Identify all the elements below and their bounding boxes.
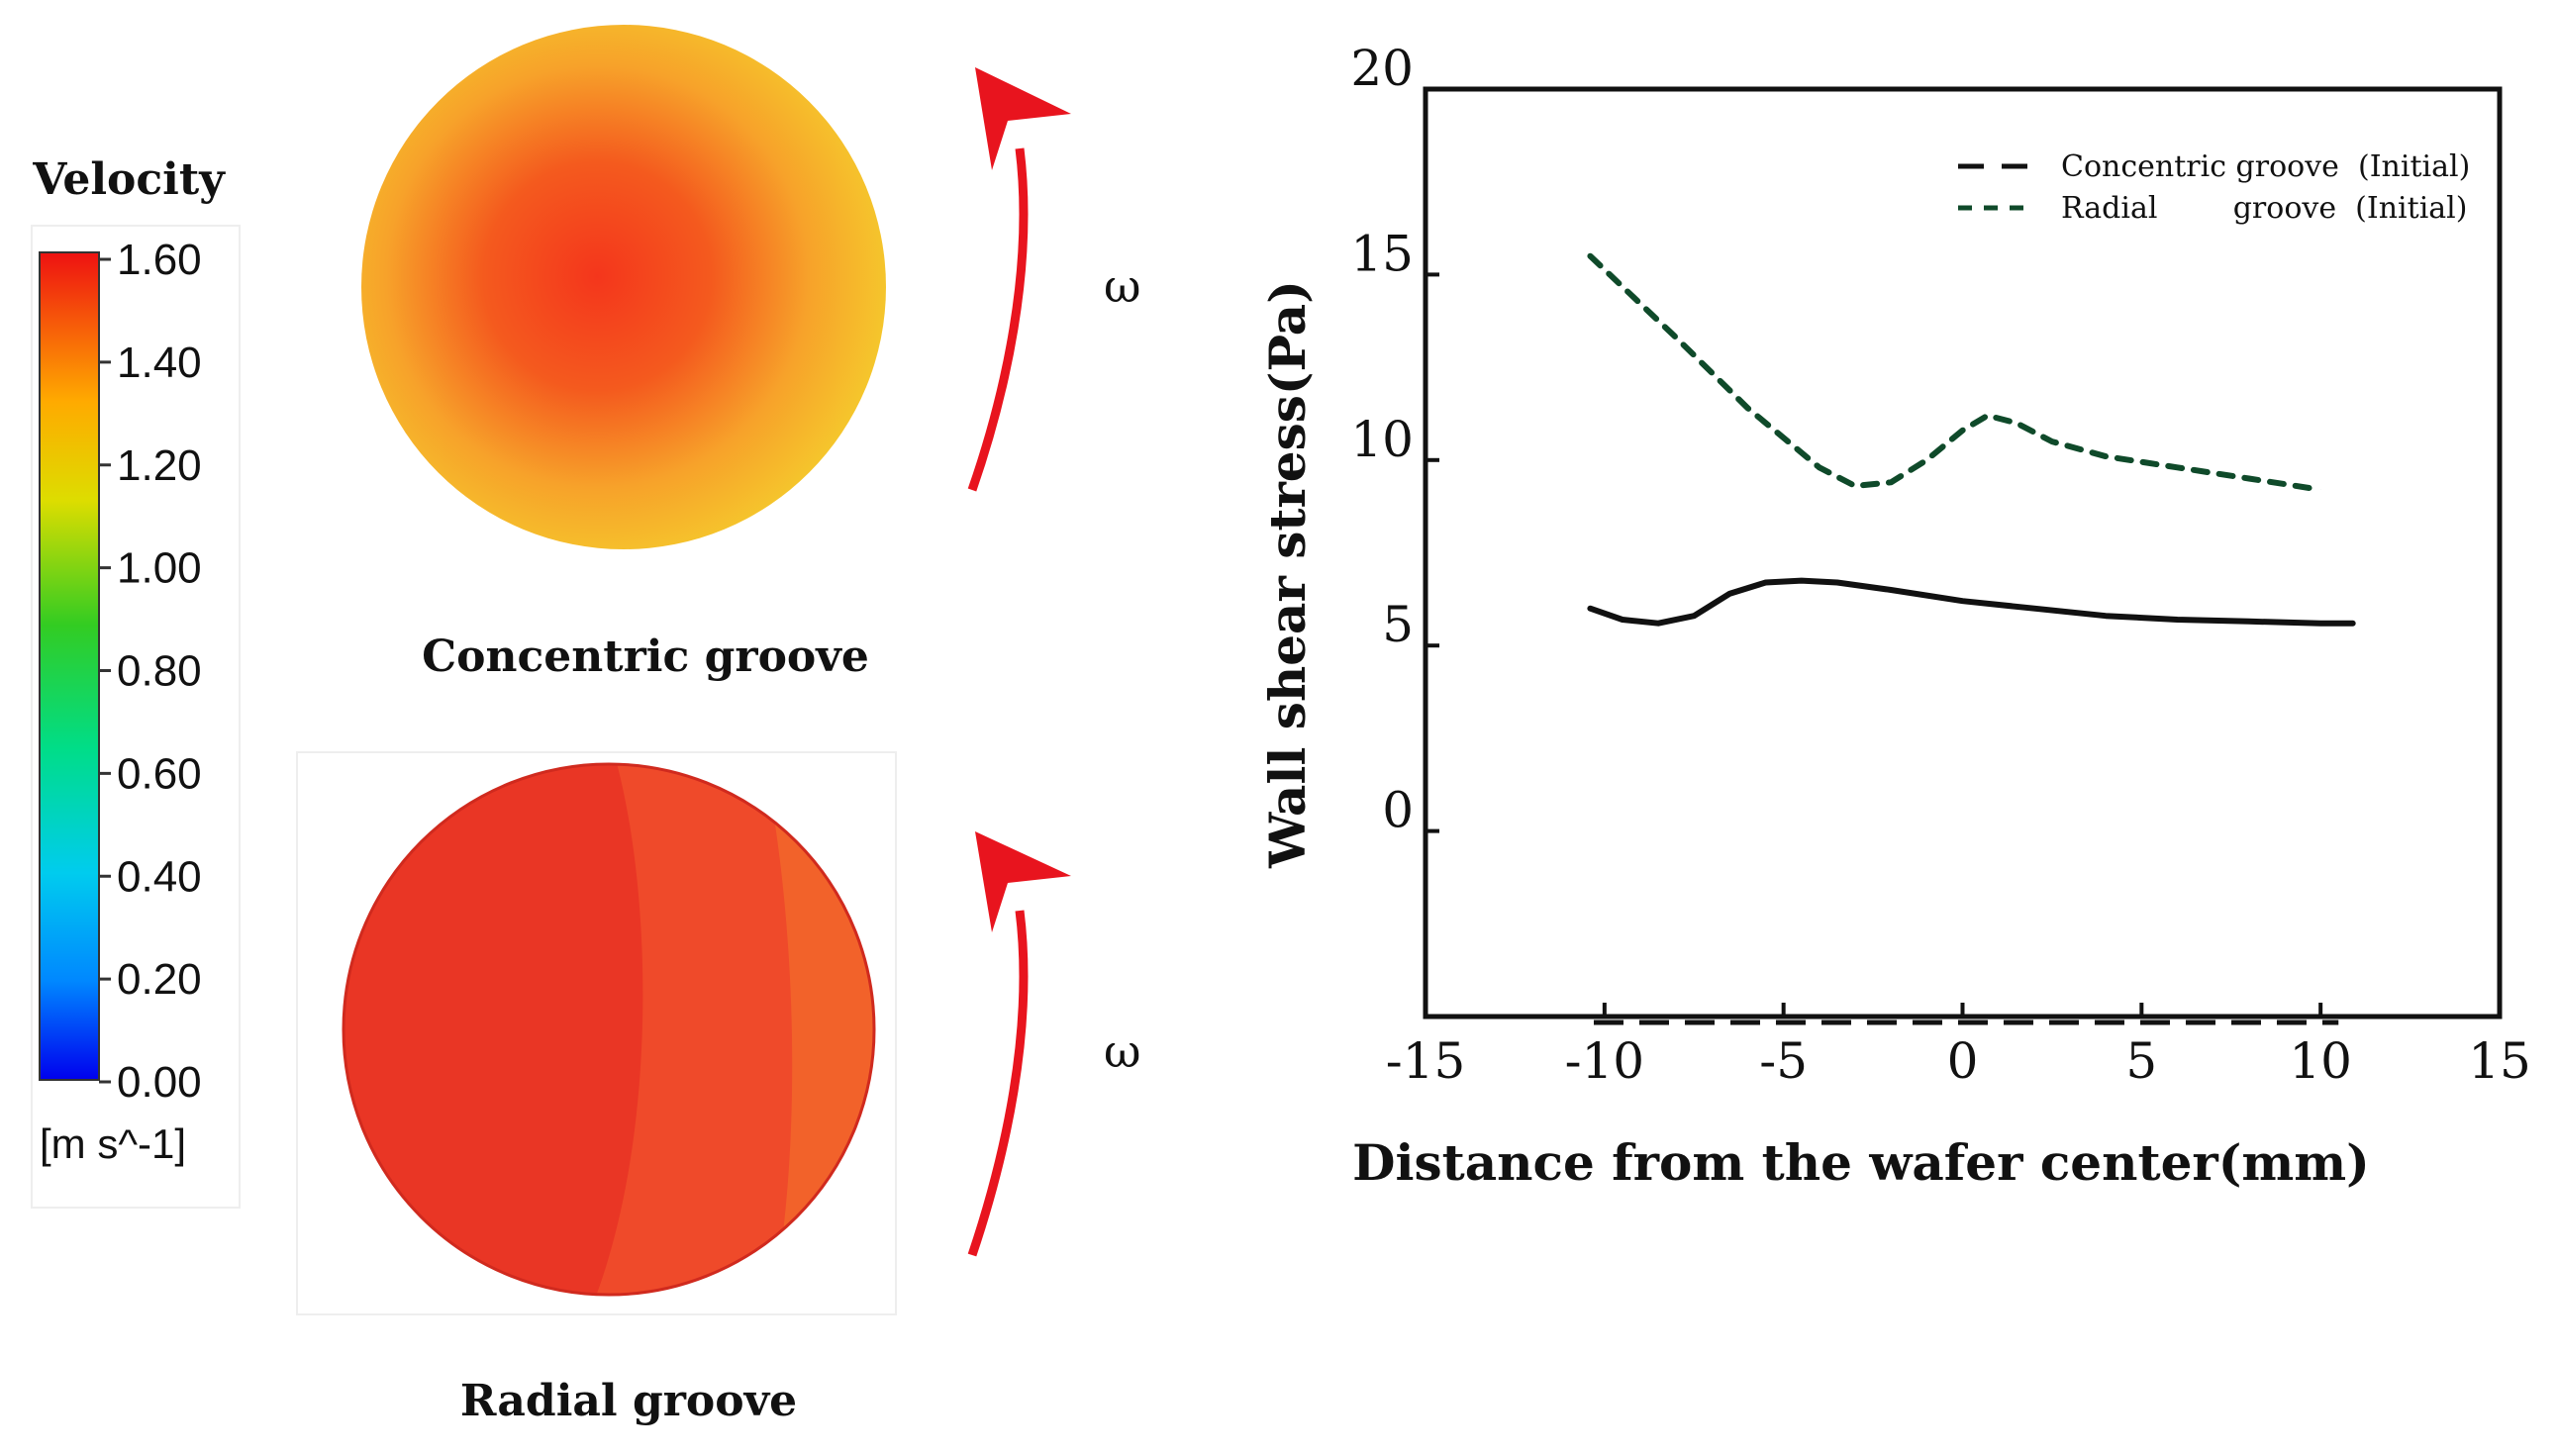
colorbar: Velocity 1.60 1.40 1.20 1.00 0.80 0.60 0.40 0.2…: [31, 154, 241, 1209]
series-concentric-line: [1587, 577, 2356, 627]
radial-wafer-edge: [342, 762, 876, 1297]
radial-panel: Radial groove ω: [296, 751, 1141, 1426]
legend-label-0: Concentric groove (Initial): [2061, 149, 2470, 184]
x-tick-label: 10: [2289, 1032, 2352, 1090]
omega-top: ω: [1104, 259, 1141, 313]
x-tick-label: 5: [2125, 1032, 2157, 1090]
radial-wafer: [344, 764, 874, 1295]
x-tick-label: 15: [2468, 1032, 2531, 1090]
colorbar-tick-label: 1.20: [117, 441, 202, 490]
x-tick-label: -10: [1565, 1032, 1645, 1090]
colorbar-tick-label: 1.60: [117, 236, 202, 284]
rotation-arrowhead-bottom: [975, 831, 1071, 932]
colorbar-tick-label: 0.00: [117, 1058, 202, 1107]
y-tick-label: 10: [1350, 411, 1414, 468]
y-tick-label: 15: [1350, 225, 1414, 282]
concentric-wafer: [361, 25, 886, 549]
colorbar-tick-label: 0.80: [117, 647, 202, 696]
x-tick-label: -5: [1759, 1032, 1808, 1090]
concentric-label: Concentric groove: [422, 631, 869, 682]
colorbar-tick-label: 0.20: [117, 955, 202, 1004]
x-tick-label: -15: [1386, 1032, 1466, 1090]
y-tick-label: 0: [1382, 782, 1414, 839]
x-tick-label: 0: [1947, 1032, 1979, 1090]
y-tick-label: 20: [1350, 40, 1414, 97]
data-series: [1587, 252, 2356, 1025]
y-tick-label: 5: [1382, 596, 1414, 653]
colorbar-gradient: [39, 251, 100, 1081]
colorbar-unit: [m s^-1]: [40, 1120, 186, 1167]
concentric-panel: Concentric groove ω: [361, 25, 1141, 682]
colorbar-title: Velocity: [32, 154, 226, 205]
rotation-arrow-bottom: [967, 910, 1029, 1257]
colorbar-tick-label: 1.00: [117, 544, 202, 593]
colorbar-tick-label: 0.40: [117, 852, 202, 901]
rotation-arrow-top: [967, 147, 1029, 492]
radial-label: Radial groove: [460, 1376, 797, 1426]
colorbar-ticks: 1.60 1.40 1.20 1.00 0.80 0.60 0.40 0.20 0.00: [99, 236, 202, 1107]
rotation-arrowhead-top: [975, 67, 1071, 170]
omega-bottom: ω: [1104, 1024, 1141, 1078]
chart-panel: [1245, 0, 2558, 1262]
colorbar-tick-label: 0.60: [117, 749, 202, 798]
colorbar-tick-label: 1.40: [117, 339, 202, 387]
axis-ticks: -15 -10 -5 0 5 10 15 0 5 10 15 20: [1350, 40, 2530, 1090]
legend: Concentric groove (Initial) Radial groove…: [1958, 149, 2470, 226]
wall-shear-chart: -15 -10 -5 0 5 10 15 0 5 10 15 20 Concentric groove…: [1245, 0, 2558, 1262]
x-axis-label: Distance from the wafer center(mm): [1352, 1133, 2370, 1192]
legend-label-1: Radial groove (Initial): [2061, 191, 2467, 226]
y-axis-label: Wall shear stress(Pa): [1258, 280, 1317, 869]
